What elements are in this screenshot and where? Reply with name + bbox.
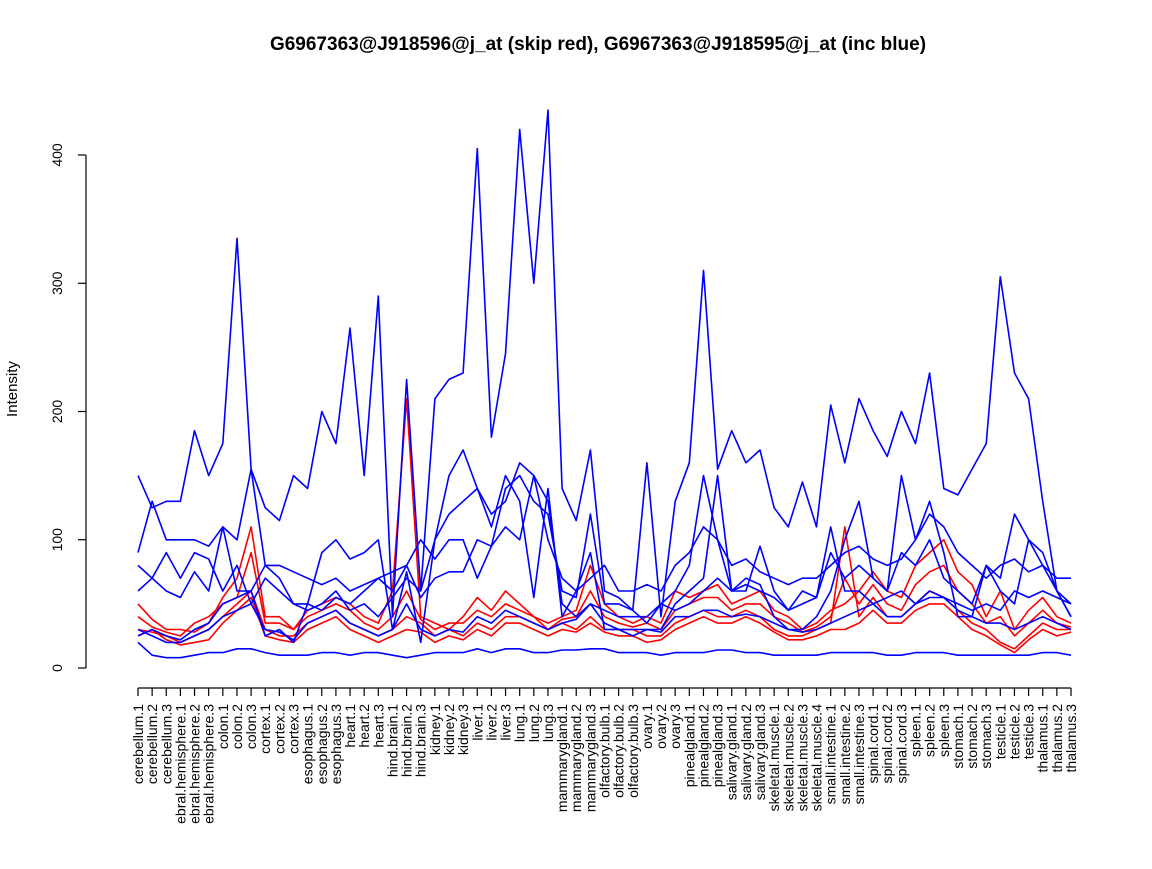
x-tick-label: testicle.1 — [992, 704, 1008, 759]
x-tick-label: salivary.gland.2 — [738, 704, 754, 800]
x-tick-label: skeletal.muscle.3 — [794, 704, 810, 812]
x-tick-label: pinealgland.2 — [695, 704, 711, 788]
x-axis: cerebellum.1cerebellum.2cerebellum.3ebra… — [130, 687, 1079, 824]
series-line-inc-2 — [137, 468, 1071, 599]
x-tick-label: mammarygland.2 — [568, 704, 584, 812]
x-tick-label: ebral.hemisphere.1 — [172, 704, 188, 824]
x-tick-label: hind.brain.1 — [384, 704, 400, 777]
x-tick-label: kidney.1 — [427, 704, 443, 755]
x-tick-label: colon.3 — [243, 704, 259, 749]
series-line-inc-7 — [137, 474, 1072, 624]
x-tick-label: olfactory.bulb.3 — [625, 704, 641, 798]
series-line-inc-1 — [137, 109, 1072, 618]
x-tick-label: pinealgland.3 — [710, 704, 726, 788]
x-tick-label: skeletal.muscle.1 — [766, 704, 782, 812]
x-tick-label: cerebellum.1 — [130, 704, 146, 784]
y-tick-label: 400 — [49, 143, 65, 167]
x-tick-label: ebral.hemisphere.3 — [201, 704, 217, 824]
y-tick-label: 300 — [49, 271, 65, 295]
x-tick-label: kidney.3 — [455, 704, 471, 755]
x-tick-label: liver.3 — [498, 704, 514, 741]
x-tick-label: colon.1 — [215, 704, 231, 749]
x-tick-label: cerebellum.2 — [144, 704, 160, 784]
chart-title: G6967363@J918596@j_at (skip red), G69673… — [270, 34, 926, 55]
x-tick-label: ovary.3 — [667, 704, 683, 749]
x-tick-label: esophagus.2 — [314, 704, 330, 784]
x-tick-label: cerebellum.3 — [158, 704, 174, 784]
series-line-skip-4 — [137, 551, 1072, 637]
x-tick-label: testicle.2 — [1006, 704, 1022, 759]
x-tick-label: pinealgland.1 — [681, 704, 697, 788]
x-tick-label: heart.3 — [370, 704, 386, 748]
x-tick-label: thalamus.1 — [1035, 704, 1051, 773]
x-tick-label: hind.brain.3 — [413, 704, 429, 777]
x-tick-label: spleen.3 — [936, 704, 952, 757]
x-tick-label: small.intestine.3 — [851, 704, 867, 805]
x-tick-label: stomach.1 — [950, 704, 966, 769]
x-tick-label: thalamus.3 — [1063, 704, 1079, 773]
x-tick-label: lung.1 — [512, 704, 528, 742]
series-line-skip-3 — [137, 596, 1072, 654]
series-layer — [137, 109, 1072, 659]
x-tick-label: cortex.1 — [257, 704, 273, 754]
x-tick-label: thalamus.2 — [1049, 704, 1065, 773]
x-tick-label: heart.2 — [356, 704, 372, 748]
x-tick-label: ovary.1 — [639, 704, 655, 749]
x-tick-label: small.intestine.1 — [823, 704, 839, 805]
series-line-inc-3 — [137, 641, 1072, 659]
x-tick-label: olfactory.bulb.1 — [597, 704, 613, 798]
x-tick-label: testicle.3 — [1021, 704, 1037, 759]
x-tick-label: hind.brain.2 — [399, 704, 415, 777]
x-tick-label: esophagus.3 — [328, 704, 344, 784]
x-tick-label: spinal.cord.1 — [865, 704, 881, 784]
x-tick-label: mammarygland.3 — [582, 704, 598, 812]
x-tick-label: ebral.hemisphere.2 — [187, 704, 203, 824]
x-tick-label: spleen.1 — [908, 704, 924, 757]
x-tick-label: skeletal.muscle.2 — [780, 704, 796, 812]
x-tick-label: kidney.2 — [441, 704, 457, 755]
x-tick-label: liver.1 — [469, 704, 485, 741]
y-tick-label: 0 — [49, 664, 65, 672]
x-tick-label: spinal.cord.2 — [879, 704, 895, 784]
x-tick-label: cortex.2 — [271, 704, 287, 754]
series-line-inc-4 — [137, 461, 1072, 618]
x-tick-label: heart.1 — [342, 704, 358, 748]
y-tick-label: 200 — [49, 400, 65, 424]
x-tick-label: olfactory.bulb.2 — [611, 704, 627, 798]
x-tick-label: salivary.gland.3 — [752, 704, 768, 800]
x-tick-label: colon.2 — [229, 704, 245, 749]
y-axis: 0 100 200 300 400 — [49, 143, 87, 672]
x-tick-label: stomach.3 — [978, 704, 994, 769]
x-tick-label: liver.2 — [483, 704, 499, 741]
x-tick-label: stomach.2 — [964, 704, 980, 769]
x-tick-label: spleen.2 — [922, 704, 938, 757]
series-line-inc-6 — [137, 449, 1072, 644]
x-tick-label: ovary.2 — [653, 704, 669, 749]
y-axis-label: Intensity — [4, 361, 21, 417]
series-line-inc-5 — [137, 596, 1072, 644]
x-tick-label: skeletal.muscle.4 — [809, 704, 825, 812]
x-tick-label: spinal.cord.3 — [893, 704, 909, 784]
x-tick-label: salivary.gland.1 — [724, 704, 740, 800]
x-tick-label: cortex.3 — [286, 704, 302, 754]
y-tick-label: 100 — [49, 528, 65, 552]
x-tick-label: lung.2 — [526, 704, 542, 742]
x-tick-label: mammarygland.1 — [554, 704, 570, 812]
x-tick-label: esophagus.1 — [300, 704, 316, 784]
x-tick-label: small.intestine.2 — [837, 704, 853, 805]
x-tick-label: lung.3 — [540, 704, 556, 742]
